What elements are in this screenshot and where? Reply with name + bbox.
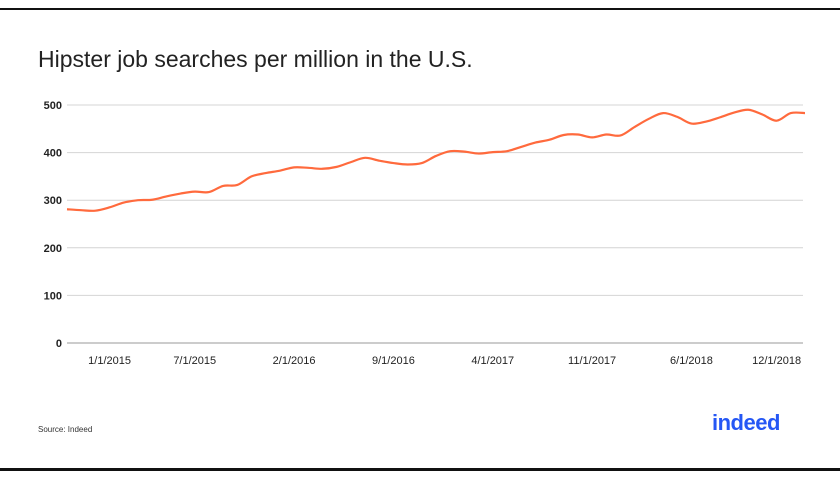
data-point [704,120,708,124]
data-point [789,111,793,115]
data-point [207,190,211,194]
x-tick-label: 6/1/2018 [670,355,713,367]
data-point [235,183,239,187]
data-point [320,167,324,171]
data-point [533,141,537,145]
data-point [746,108,750,112]
data-point [732,111,736,115]
data-point [661,111,665,115]
source-note: Source: Indeed [38,425,93,434]
data-point [604,133,608,137]
data-point [264,171,268,175]
data-point [179,192,183,196]
data-point [406,163,410,167]
data-point [93,209,97,213]
data-point [590,135,594,139]
bottom-rule [0,468,840,471]
data-point [278,169,282,173]
data-point [689,122,693,126]
data-point [505,149,509,153]
data-point [136,198,140,202]
y-tick-label: 200 [44,243,62,255]
y-tick-label: 100 [44,290,62,302]
data-point [675,115,679,119]
data-point [647,117,651,121]
y-tick-label: 0 [56,338,62,350]
data-point [434,154,438,158]
data-point [448,149,452,153]
indeed-logo: indeed [712,410,780,435]
data-point [335,165,339,169]
data-point [164,194,168,198]
data-point [519,145,523,149]
data-point [292,165,296,169]
data-point [349,160,353,164]
x-tick-label: 9/1/2016 [372,355,415,367]
data-point [562,133,566,137]
top-rule [0,8,840,10]
data-point [619,133,623,137]
data-point [718,115,722,119]
y-tick-label: 400 [44,148,62,160]
x-tick-label: 11/1/2017 [568,355,616,367]
data-point [576,133,580,137]
x-tick-label: 2/1/2016 [273,355,316,367]
data-point [193,190,197,194]
data-point [462,150,466,154]
x-tick-label: 1/1/2015 [88,355,131,367]
data-point [108,205,112,209]
data-point [250,174,254,178]
data-point [306,166,310,170]
y-tick-label: 500 [44,100,62,112]
x-tick-label: 4/1/2017 [471,355,514,367]
data-point [491,150,495,154]
x-tick-label: 12/1/2018 [752,355,801,367]
data-point [633,125,637,129]
data-point [775,119,779,123]
data-point [150,198,154,202]
data-point [377,159,381,163]
data-point [79,208,83,212]
data-point [363,156,367,160]
y-tick-label: 300 [44,195,62,207]
data-point [122,201,126,205]
x-tick-label: 7/1/2015 [173,355,216,367]
chart-title: Hipster job searches per million in the … [38,46,473,72]
data-point [221,184,225,188]
data-point [803,111,807,115]
data-point [65,207,69,211]
data-point [391,161,395,165]
data-point [548,138,552,142]
data-point [760,113,764,117]
data-point [420,161,424,165]
series-line [66,108,806,212]
data-point [477,152,481,156]
